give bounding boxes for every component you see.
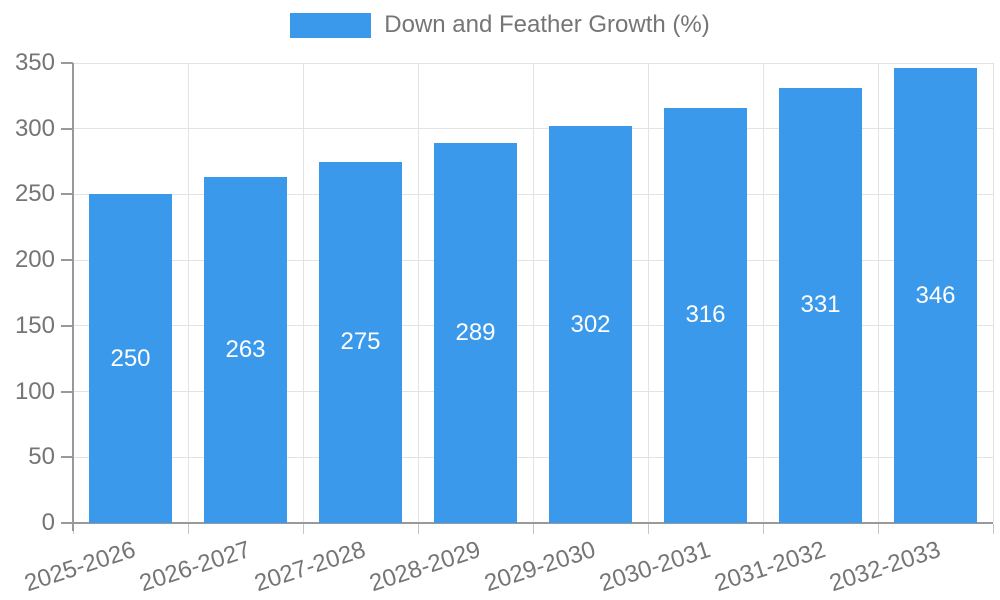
x-axis-tick-label: 2026-2027 [136,536,254,598]
x-tick [187,524,189,534]
y-axis-tick-label: 50 [28,443,55,471]
bar[interactable] [204,177,287,523]
y-tick [61,522,73,524]
x-axis-tick-label: 2029-2030 [481,536,599,598]
v-gridline [647,63,649,523]
x-tick [647,524,649,534]
x-axis-tick-label: 2030-2031 [596,536,714,598]
bar[interactable] [434,143,517,523]
bar[interactable] [779,87,862,523]
v-gridline [762,63,764,523]
y-axis-tick-label: 300 [14,114,55,142]
bar[interactable] [549,126,632,523]
v-gridline [877,63,879,523]
x-tick [417,524,419,534]
v-gridline [187,63,189,523]
x-axis-tick-label: 2027-2028 [251,536,369,598]
y-axis-tick-label: 150 [14,311,55,339]
x-tick [877,524,879,534]
x-tick [302,524,304,534]
x-tick [532,524,534,534]
y-tick [61,390,73,393]
legend[interactable]: Down and Feather Growth (%) [0,0,1000,50]
bar[interactable] [89,194,172,523]
x-tick [992,524,994,534]
y-axis-tick-label: 200 [14,246,55,274]
x-axis-tick-label: 2028-2029 [366,536,484,598]
v-gridline [417,63,419,523]
legend-label[interactable]: Down and Feather Growth (%) [384,11,710,38]
y-axis-tick-label: 350 [14,49,55,76]
v-gridline [302,63,304,523]
y-axis-tick-label: 0 [41,509,55,536]
y-tick [61,259,73,262]
y-axis-tick-label: 250 [14,180,55,208]
v-gridline [992,63,994,523]
y-axis-tick-label: 100 [14,377,55,405]
y-tick [61,456,73,459]
y-tick [61,193,73,196]
y-axis-line [72,63,74,531]
legend-swatch[interactable] [290,12,372,38]
x-tick [762,524,764,534]
x-axis-tick-label: 2025-2026 [21,536,139,598]
y-tick [61,62,73,64]
v-gridline [532,63,534,523]
x-axis-tick-label: 2031-2032 [711,536,829,598]
x-axis-line [72,522,993,524]
bar[interactable] [664,107,747,523]
x-axis-tick-label: 2032-2033 [826,536,944,598]
bar[interactable] [319,161,402,523]
y-tick [61,324,73,327]
bar[interactable] [894,68,977,523]
y-tick [61,127,73,130]
